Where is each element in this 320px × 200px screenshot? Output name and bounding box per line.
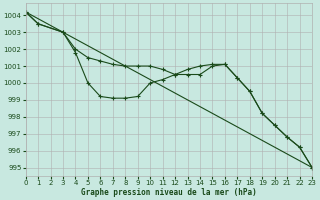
X-axis label: Graphe pression niveau de la mer (hPa): Graphe pression niveau de la mer (hPa)	[81, 188, 257, 197]
